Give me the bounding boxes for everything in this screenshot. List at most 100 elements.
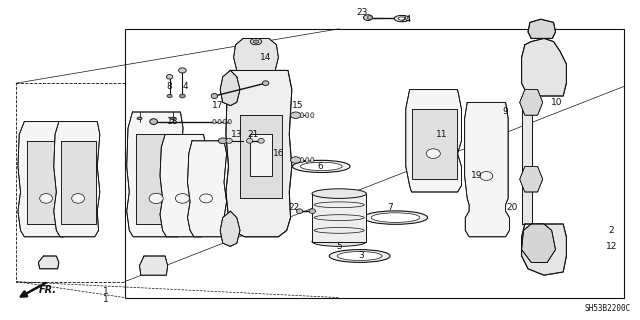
- Polygon shape: [38, 256, 59, 269]
- Ellipse shape: [149, 193, 163, 204]
- Polygon shape: [528, 19, 556, 38]
- Ellipse shape: [179, 68, 186, 73]
- Ellipse shape: [311, 113, 314, 118]
- Ellipse shape: [291, 112, 301, 118]
- Text: 2: 2: [609, 226, 614, 235]
- Text: 7: 7: [388, 204, 393, 212]
- Ellipse shape: [179, 94, 186, 98]
- Polygon shape: [220, 211, 240, 246]
- Text: 17: 17: [212, 101, 223, 110]
- Ellipse shape: [150, 119, 157, 124]
- Ellipse shape: [311, 157, 314, 163]
- Text: 4: 4: [183, 82, 188, 91]
- Ellipse shape: [364, 211, 428, 224]
- Text: 22: 22: [289, 204, 300, 212]
- Ellipse shape: [166, 75, 173, 79]
- Polygon shape: [240, 115, 282, 198]
- Polygon shape: [520, 166, 543, 192]
- Ellipse shape: [253, 40, 259, 43]
- Bar: [125, 29, 624, 298]
- Polygon shape: [522, 38, 566, 96]
- Text: 20: 20: [506, 204, 518, 212]
- Text: 13: 13: [231, 130, 243, 139]
- Ellipse shape: [40, 194, 52, 203]
- Polygon shape: [18, 122, 69, 237]
- Ellipse shape: [218, 138, 227, 144]
- Polygon shape: [522, 224, 566, 275]
- Ellipse shape: [200, 194, 212, 203]
- Ellipse shape: [262, 81, 269, 86]
- Ellipse shape: [212, 119, 216, 124]
- Text: 9: 9: [503, 108, 508, 116]
- Ellipse shape: [296, 209, 303, 214]
- Text: 11: 11: [436, 130, 447, 139]
- Ellipse shape: [398, 17, 406, 20]
- Text: SH53B2200C: SH53B2200C: [584, 304, 630, 313]
- Polygon shape: [136, 134, 179, 224]
- Ellipse shape: [137, 117, 142, 120]
- Polygon shape: [465, 102, 509, 237]
- Text: 12: 12: [605, 242, 617, 251]
- Ellipse shape: [312, 189, 367, 198]
- Text: 16: 16: [273, 149, 284, 158]
- Ellipse shape: [218, 119, 221, 124]
- Polygon shape: [250, 134, 272, 176]
- Ellipse shape: [228, 119, 232, 124]
- Bar: [312, 194, 366, 242]
- Polygon shape: [234, 38, 278, 70]
- Polygon shape: [226, 70, 292, 237]
- Polygon shape: [220, 70, 240, 106]
- Polygon shape: [520, 90, 543, 115]
- Ellipse shape: [309, 209, 316, 214]
- Polygon shape: [406, 90, 461, 192]
- Ellipse shape: [480, 172, 493, 180]
- Ellipse shape: [426, 149, 440, 158]
- Ellipse shape: [292, 160, 350, 172]
- Text: 23: 23: [356, 8, 367, 17]
- Polygon shape: [127, 112, 183, 237]
- Ellipse shape: [301, 113, 304, 118]
- Text: 5: 5: [337, 242, 342, 251]
- Polygon shape: [160, 134, 206, 237]
- Text: 18: 18: [167, 117, 179, 126]
- Polygon shape: [61, 141, 96, 224]
- Ellipse shape: [258, 138, 264, 143]
- Text: 6: 6: [317, 162, 323, 171]
- Ellipse shape: [337, 252, 382, 260]
- Ellipse shape: [301, 157, 304, 163]
- Ellipse shape: [364, 15, 372, 20]
- Polygon shape: [27, 141, 64, 224]
- Text: 1: 1: [103, 287, 108, 296]
- Text: 3: 3: [359, 252, 364, 260]
- Ellipse shape: [371, 213, 420, 222]
- Text: 1: 1: [103, 295, 108, 304]
- Ellipse shape: [367, 16, 372, 20]
- Text: 24: 24: [401, 15, 412, 24]
- Text: 19: 19: [471, 172, 483, 180]
- Ellipse shape: [312, 237, 367, 246]
- Polygon shape: [188, 141, 227, 237]
- Ellipse shape: [301, 162, 342, 171]
- Ellipse shape: [211, 93, 218, 99]
- Polygon shape: [54, 122, 100, 237]
- Ellipse shape: [250, 38, 262, 45]
- Ellipse shape: [246, 138, 253, 143]
- Text: FR.: FR.: [38, 284, 56, 295]
- Text: 21: 21: [247, 130, 259, 139]
- Polygon shape: [140, 256, 168, 275]
- Text: 10: 10: [551, 98, 563, 107]
- Ellipse shape: [223, 119, 227, 124]
- Ellipse shape: [167, 94, 172, 98]
- Polygon shape: [522, 224, 556, 262]
- Polygon shape: [522, 96, 532, 224]
- Ellipse shape: [226, 138, 232, 143]
- Text: 8: 8: [167, 82, 172, 91]
- Polygon shape: [412, 109, 457, 179]
- Ellipse shape: [170, 117, 175, 120]
- Bar: [16, 83, 125, 282]
- Text: 15: 15: [292, 101, 303, 110]
- Ellipse shape: [306, 113, 309, 118]
- Ellipse shape: [330, 250, 390, 262]
- Ellipse shape: [72, 194, 84, 203]
- Ellipse shape: [175, 194, 189, 203]
